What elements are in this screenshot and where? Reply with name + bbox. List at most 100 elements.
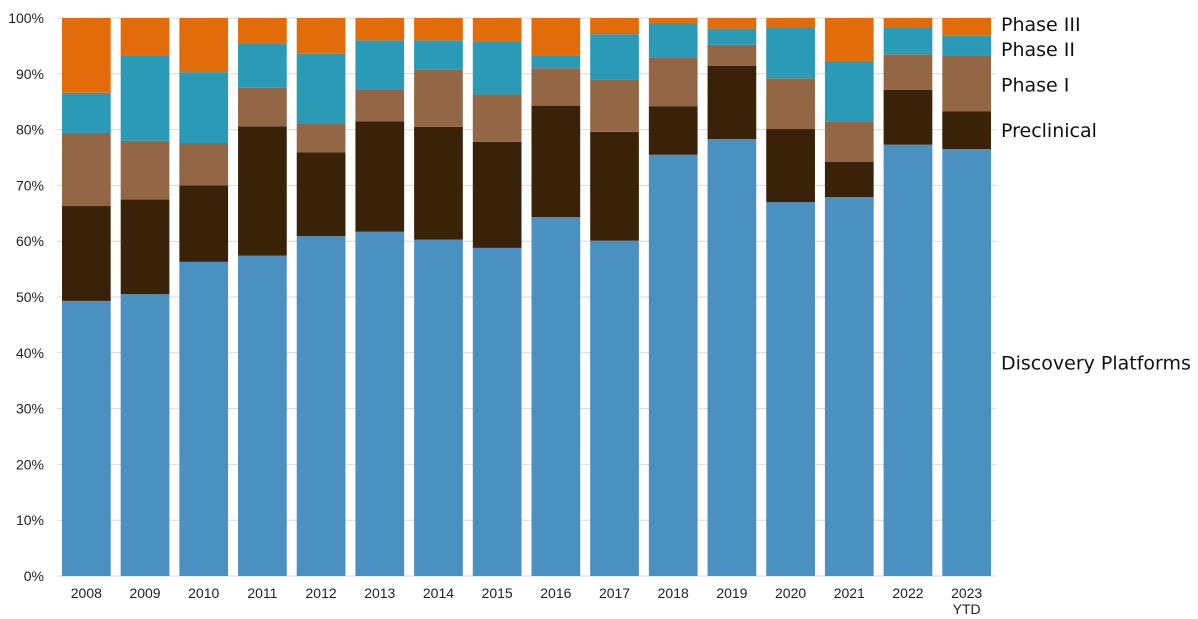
bar-segment	[179, 261, 229, 576]
x-tick-label: 2013	[364, 585, 395, 601]
bar-segment	[61, 132, 111, 207]
bar-segment	[883, 144, 933, 576]
bar-segment	[120, 199, 170, 295]
x-tick-label: 2022	[892, 585, 923, 601]
bar-segment	[531, 105, 581, 218]
x-tick-label: 2017	[599, 585, 630, 601]
bar-segment	[238, 126, 287, 256]
bar-segment	[238, 43, 287, 88]
x-tick-label: 2012	[306, 585, 337, 601]
bar-segment	[766, 78, 815, 130]
bar-segment	[61, 206, 111, 301]
bar-segment	[355, 231, 405, 577]
bar-segment	[355, 40, 405, 90]
bar-segment	[648, 154, 698, 576]
bar-segment	[707, 65, 757, 140]
bar-segment	[120, 294, 170, 576]
bar-segment	[766, 18, 815, 28]
x-tick-label: 2016	[540, 585, 571, 601]
x-tick-label: 2019	[716, 585, 747, 601]
bar-segment	[472, 141, 522, 248]
y-tick-label: 70%	[16, 177, 44, 193]
bar-segment	[472, 41, 522, 95]
bar-segment	[648, 106, 698, 155]
x-tick-label: 2020	[775, 585, 806, 601]
bar-segment	[61, 300, 111, 576]
bar-segment	[120, 55, 170, 141]
bar-segment	[296, 53, 346, 125]
bar-segment	[355, 89, 405, 122]
y-tick-label: 50%	[16, 289, 44, 305]
bar-segment	[531, 18, 581, 56]
y-tick-label: 90%	[16, 66, 44, 82]
bar-segment	[766, 27, 815, 79]
x-tick-label: 2015	[482, 585, 513, 601]
x-tick-label: 2010	[188, 585, 219, 601]
bar-segment	[648, 23, 698, 58]
x-tick-label: 2011	[247, 585, 277, 601]
y-tick-label: 30%	[16, 401, 44, 417]
bar-segment	[707, 139, 757, 576]
legend-label: Phase II	[1001, 39, 1075, 61]
bar-segment	[707, 44, 757, 66]
legend-label: Phase III	[1001, 14, 1081, 36]
bar-segment	[942, 111, 992, 150]
bar-segment	[766, 202, 815, 576]
bar-segment	[824, 121, 874, 162]
bar-segment	[296, 124, 346, 153]
bar-segment	[414, 40, 463, 70]
bar-segment	[531, 55, 581, 69]
y-axis: 0% 10% 20% 30% 40% 50% 60% 70% 80% 90% 100%	[8, 10, 44, 584]
bar-segment	[179, 142, 229, 186]
bar-segment	[472, 18, 522, 42]
bar-segment	[61, 92, 111, 133]
legend-label: Phase I	[1001, 75, 1069, 97]
x-tick-label: 2021	[834, 585, 865, 601]
bar-segment	[355, 121, 405, 232]
bar-segment	[472, 94, 522, 142]
x-tick-label: 2023 YTD	[951, 585, 982, 617]
x-tick-label: 2008	[71, 585, 102, 601]
y-tick-label: 60%	[16, 233, 44, 249]
bar-segment	[61, 18, 111, 93]
legend: Discovery Platforms Preclinical Phase I Pha…	[1001, 14, 1191, 375]
x-tick-label: 2009	[129, 585, 160, 601]
bar-segment	[296, 236, 346, 577]
bar-segment	[883, 54, 933, 90]
bar-segment	[590, 34, 639, 80]
bar-segment	[590, 79, 639, 132]
bar-segment	[824, 161, 874, 198]
bar-segment	[707, 18, 757, 29]
bar-segment	[942, 149, 992, 576]
bar-segment	[942, 55, 992, 112]
bar-segment	[648, 18, 698, 24]
bar-segment	[472, 247, 522, 576]
bar-segment	[707, 28, 757, 45]
bar-segment	[414, 239, 463, 576]
bar-segment	[179, 18, 229, 73]
bar-segment	[648, 57, 698, 107]
bar-segment	[238, 87, 287, 127]
bar-segment	[590, 240, 639, 576]
bar-segment	[824, 60, 874, 122]
x-tick-label: 2014	[423, 585, 454, 601]
y-tick-label: 40%	[16, 345, 44, 361]
y-tick-label: 100%	[8, 10, 44, 26]
bar-segment	[590, 18, 639, 35]
bar-segment	[120, 18, 170, 56]
bar-segment	[531, 217, 581, 576]
bar-segment	[120, 140, 170, 200]
bar-segment	[414, 18, 463, 41]
bars	[61, 18, 992, 577]
bar-segment	[296, 152, 346, 237]
bar-segment	[531, 68, 581, 106]
bar-segment	[883, 18, 933, 28]
bar-segment	[883, 27, 933, 55]
bar-segment	[179, 185, 229, 262]
bar-segment	[238, 18, 287, 44]
bar-segment	[824, 18, 874, 61]
bar-segment	[296, 18, 346, 54]
y-tick-label: 20%	[16, 456, 44, 472]
bar-segment	[414, 69, 463, 127]
